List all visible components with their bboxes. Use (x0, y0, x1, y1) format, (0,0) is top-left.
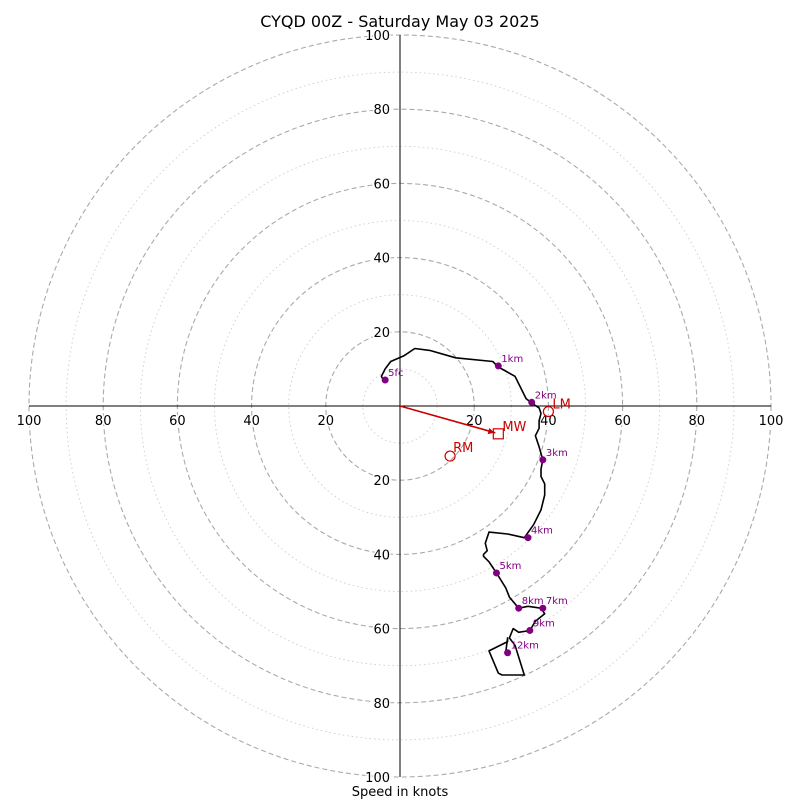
height-marker-point (492, 569, 500, 577)
lm-marker (542, 405, 555, 418)
hodograph-trace (380, 347, 546, 676)
height-marker-point (524, 534, 532, 542)
height-marker-point (494, 362, 502, 370)
y-tick-label: 80 (373, 103, 390, 118)
y-tick-label: 20 (373, 326, 390, 341)
height-markers: 5fc 1km 2km 3km 4km 5km 8km 7km 9km 12km (381, 354, 568, 657)
mw-label: MW (502, 420, 526, 435)
height-marker-point (526, 626, 534, 634)
y-tick-label: 100 (365, 771, 390, 786)
y-tick-label: 80 (373, 697, 390, 712)
x-tick-label: 100 (17, 414, 42, 429)
height-marker-label: 8km (522, 596, 544, 607)
height-marker-point (504, 649, 512, 657)
x-tick-label: 60 (169, 414, 186, 429)
rm-label: RM (453, 441, 473, 456)
height-marker-point (381, 376, 389, 384)
x-tick-label: 100 (759, 414, 784, 429)
x-tick-label: 40 (243, 414, 260, 429)
lm-label: LM (552, 398, 570, 413)
chart-title: CYQD 00Z - Saturday May 03 2025 (260, 12, 539, 31)
x-tick-label: 80 (689, 414, 706, 429)
x-tick-label: 20 (318, 414, 335, 429)
y-tick-label: 20 (373, 474, 390, 489)
storm-motion-group: MW LM RM (399, 398, 571, 462)
height-marker-label: 3km (546, 448, 568, 459)
height-marker-point (515, 604, 523, 612)
y-tick-label: 60 (373, 177, 390, 192)
hodograph-trace-group (380, 347, 546, 676)
x-tick-label: 60 (614, 414, 631, 429)
height-marker-point (539, 604, 547, 612)
mean-wind-vector (399, 405, 496, 434)
y-tick-label: 60 (373, 623, 390, 638)
x-tick-label: 40 (540, 414, 557, 429)
height-marker-label: 5fc (388, 368, 403, 379)
rm-marker (444, 450, 456, 462)
y-tick-label: 100 (365, 29, 390, 44)
mw-marker (492, 428, 504, 440)
height-marker-label: 4km (531, 526, 553, 537)
height-marker-point (528, 398, 536, 406)
height-marker-label: 5km (499, 561, 521, 572)
height-marker-label: 7km (546, 596, 568, 607)
height-marker-label: 1km (501, 354, 523, 365)
height-marker-label: 9km (533, 618, 555, 629)
y-tick-label: 40 (373, 252, 390, 267)
tick-labels: 100 80 60 40 20 20 40 60 80 100100806040202040608… (15, 28, 785, 788)
x-tick-label: 80 (95, 414, 112, 429)
height-marker-point (539, 456, 547, 464)
height-marker-label: 2km (535, 390, 557, 401)
height-marker-label: 12km (511, 641, 539, 652)
y-tick-label: 40 (373, 548, 390, 563)
x-axis-label: Speed in knots (352, 785, 449, 800)
